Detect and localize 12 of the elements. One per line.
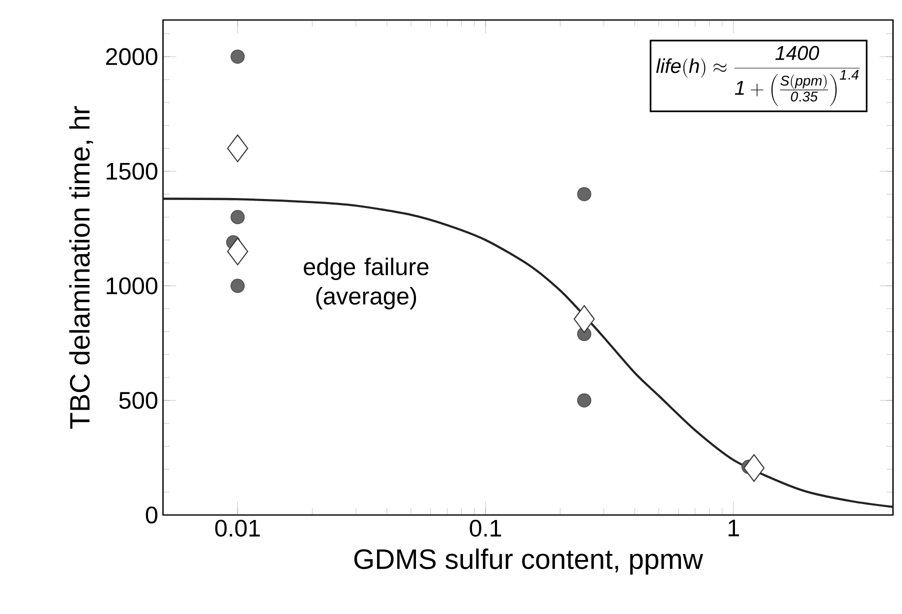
- y-tick-label: 1500: [106, 162, 158, 180]
- y-axis-title: TBC delamination time, hr: [69, 106, 94, 429]
- x-tick-label: 1: [728, 520, 739, 536]
- annotation: $\mathbf{\mathit{life(h)}} \approx \frac{\mathbf{\mathit{1400}}}{\mathbf{\mathit{1}}+\left(\frac{\mathbf{\mathit{S(ppm)}}}{\mathbf{\mathit{0.35}}}\right)^{\mathbf{\mathit{1.4}}}}$: [656, 46, 860, 106]
- annotation: edge failure (average): [304, 258, 428, 310]
- y-tick-label: 500: [119, 392, 158, 409]
- y-tick-label: 0: [146, 506, 158, 524]
- x-tick-label: 0.01: [215, 520, 260, 537]
- y-tick-label: 2000: [106, 48, 158, 66]
- x-tick-label: 0.1: [470, 520, 502, 537]
- x-axis-title: GDMS sulfur content, ppmw: [354, 548, 704, 575]
- y-tick-label: 1000: [106, 277, 158, 294]
